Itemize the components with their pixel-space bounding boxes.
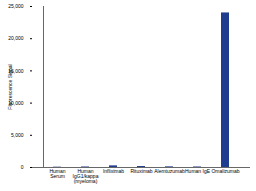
svg-text:Rituximab: Rituximab [130, 168, 152, 174]
svg-text:20,000: 20,000 [8, 35, 24, 41]
svg-text:0: 0 [21, 164, 24, 170]
svg-text:Infliximab: Infliximab [103, 168, 124, 174]
svg-text:Human IgE: Human IgE [185, 168, 211, 174]
svg-text:10,000: 10,000 [8, 99, 24, 106]
svg-text:Omalizumab: Omalizumab [211, 168, 239, 174]
svg-text:15,000: 15,000 [8, 67, 24, 74]
svg-text:Fluorescence Signal: Fluorescence Signal [7, 64, 13, 109]
svg-text:25,000: 25,000 [8, 3, 24, 9]
svg-text:5,000: 5,000 [11, 132, 24, 138]
svg-text:HumanSerum: HumanSerum [49, 168, 65, 179]
svg-text:Alemtuzumab: Alemtuzumab [154, 168, 185, 174]
svg-text:HumanIgG1/kappa(myeloma): HumanIgG1/kappa(myeloma) [73, 168, 99, 184]
